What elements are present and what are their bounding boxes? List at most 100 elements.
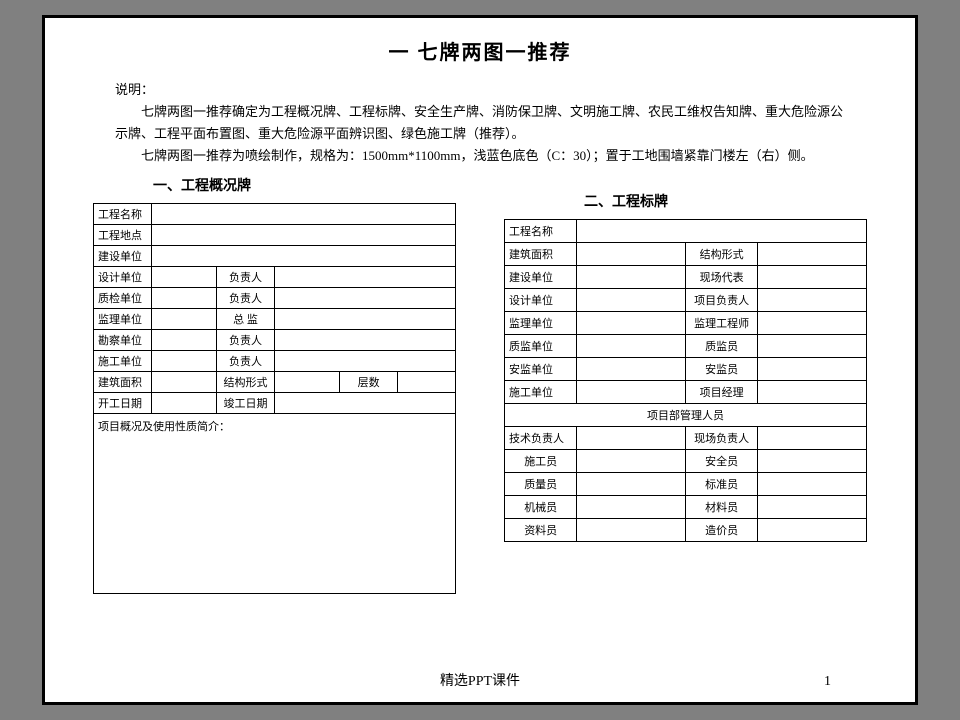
cell: 建筑面积 — [505, 243, 577, 266]
footer-text: 精选PPT课件 — [45, 670, 915, 690]
cell: 工程名称 — [505, 220, 577, 243]
cell — [151, 288, 216, 309]
cell: 工程名称 — [94, 204, 152, 225]
cell: 机械员 — [505, 496, 577, 519]
cell: 监理单位 — [94, 309, 152, 330]
cell: 资料员 — [505, 519, 577, 542]
cell: 层数 — [340, 372, 398, 393]
cell — [151, 246, 455, 267]
cell — [758, 381, 867, 404]
table-row: 施工单位 项目经理 — [505, 381, 867, 404]
cell: 总 监 — [217, 309, 275, 330]
table-row: 施工单位 负责人 — [94, 351, 456, 372]
cell: 监理工程师 — [685, 312, 757, 335]
table-row: 项目概况及使用性质简介： — [94, 414, 456, 594]
cell — [577, 358, 686, 381]
cell — [758, 312, 867, 335]
cell — [758, 358, 867, 381]
cell — [577, 473, 686, 496]
cell: 负责人 — [217, 288, 275, 309]
columns: 一、工程概况牌 工程名称 工程地点 建设单位 设计单位负责人 质检单位负责人 监… — [45, 173, 915, 594]
cell: 负责人 — [217, 267, 275, 288]
cell: 现场负责人 — [685, 427, 757, 450]
cell — [274, 330, 455, 351]
table-row: 资料员 造价员 — [505, 519, 867, 542]
cell — [151, 330, 216, 351]
cell: 设计单位 — [94, 267, 152, 288]
cell — [398, 372, 456, 393]
cell — [758, 266, 867, 289]
cell — [758, 427, 867, 450]
cell: 开工日期 — [94, 393, 152, 414]
table-row: 施工员安全员 — [505, 450, 867, 473]
cell: 项目负责人 — [685, 289, 757, 312]
cell: 施工员 — [505, 450, 577, 473]
cell: 质监员 — [685, 335, 757, 358]
table-row: 设计单位 负责人 — [94, 267, 456, 288]
cell: 质监单位 — [505, 335, 577, 358]
table-row: 建筑面积结构形式层数 — [94, 372, 456, 393]
cell: 造价员 — [685, 519, 757, 542]
slide: 一 七牌两图一推荐 说明： 七牌两图一推荐确定为工程概况牌、工程标牌、安全生产牌… — [42, 15, 918, 705]
cell — [577, 519, 686, 542]
cell — [577, 243, 686, 266]
cell: 标准员 — [685, 473, 757, 496]
table-row: 建设单位现场代表 — [505, 266, 867, 289]
right-heading: 二、工程标牌 — [584, 191, 867, 211]
table-row: 建设单位 — [94, 246, 456, 267]
cell: 施工单位 — [94, 351, 152, 372]
cell: 安监员 — [685, 358, 757, 381]
left-table: 工程名称 工程地点 建设单位 设计单位负责人 质检单位负责人 监理单位总 监 勘… — [93, 203, 456, 594]
cell — [577, 312, 686, 335]
cell — [151, 204, 455, 225]
table-row: 监理单位监理工程师 — [505, 312, 867, 335]
cell: 项目经理 — [685, 381, 757, 404]
page-number: 1 — [824, 674, 831, 690]
cell — [577, 450, 686, 473]
table-row: 监理单位 总 监 — [94, 309, 456, 330]
table-row: 质监单位 质监员 — [505, 335, 867, 358]
cell: 设计单位 — [505, 289, 577, 312]
cell — [758, 473, 867, 496]
description: 说明： 七牌两图一推荐确定为工程概况牌、工程标牌、安全生产牌、消防保卫牌、文明施… — [115, 79, 845, 167]
table-row: 工程地点 — [94, 225, 456, 246]
cell: 施工单位 — [505, 381, 577, 404]
cell: 项目概况及使用性质简介： — [94, 414, 456, 594]
cell: 项目部管理人员 — [505, 404, 867, 427]
cell: 竣工日期 — [217, 393, 275, 414]
table-row: 设计单位 项目负责人 — [505, 289, 867, 312]
table-row: 工程名称 — [505, 220, 867, 243]
cell — [577, 335, 686, 358]
table-row: 安监单位 安监员 — [505, 358, 867, 381]
cell: 勘察单位 — [94, 330, 152, 351]
cell — [151, 225, 455, 246]
cell — [758, 289, 867, 312]
col-right: 二、工程标牌 工程名称 建筑面积结构形式 建设单位现场代表 设计单位项目负责人 … — [480, 173, 867, 594]
cell — [758, 519, 867, 542]
table-row: 质检单位 负责人 — [94, 288, 456, 309]
cell — [274, 267, 455, 288]
cell — [577, 496, 686, 519]
cell — [577, 289, 686, 312]
cell — [151, 351, 216, 372]
cell: 质检单位 — [94, 288, 152, 309]
cell — [151, 309, 216, 330]
cell: 工程地点 — [94, 225, 152, 246]
cell — [274, 309, 455, 330]
cell — [274, 372, 339, 393]
cell — [274, 288, 455, 309]
cell: 建设单位 — [94, 246, 152, 267]
cell: 建筑面积 — [94, 372, 152, 393]
cell — [151, 393, 216, 414]
table-row: 质量员标准员 — [505, 473, 867, 496]
cell: 建设单位 — [505, 266, 577, 289]
cell — [577, 427, 686, 450]
cell: 安监单位 — [505, 358, 577, 381]
cell — [758, 243, 867, 266]
cell — [151, 372, 216, 393]
cell: 技术负责人 — [505, 427, 577, 450]
table-row: 勘察单位负责人 — [94, 330, 456, 351]
table-row: 机械员材料员 — [505, 496, 867, 519]
cell: 负责人 — [217, 351, 275, 372]
table-row: 开工日期 竣工日期 — [94, 393, 456, 414]
